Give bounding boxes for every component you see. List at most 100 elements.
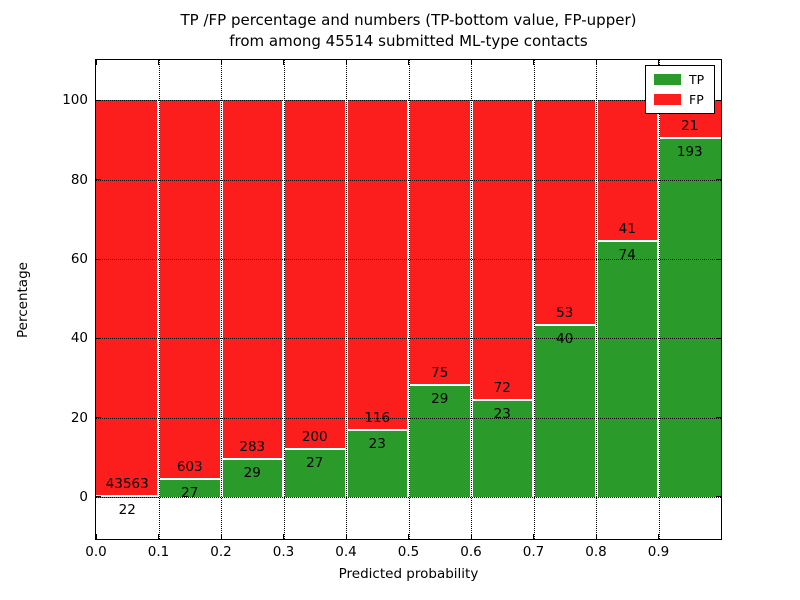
- fp-swatch-icon: [654, 94, 681, 105]
- bar-label-tp: 23: [368, 436, 386, 453]
- legend-label-fp: FP: [689, 92, 704, 107]
- bar-label-fp: 72: [493, 379, 511, 396]
- chart-title-line1: TP /FP percentage and numbers (TP-bottom…: [180, 11, 637, 29]
- bar-segment-fp: [471, 100, 534, 399]
- bar-segment-fp: [221, 100, 284, 459]
- bar-label-fp: 75: [431, 365, 449, 382]
- gridline-horizontal: [96, 179, 721, 181]
- y-tick-mark: [96, 99, 101, 101]
- gridline-horizontal: [96, 496, 721, 498]
- y-tick-label: 20: [70, 409, 88, 426]
- bar-segment-tp: [221, 460, 284, 497]
- gridline-vertical: [658, 60, 660, 539]
- bar-segment-fp: [408, 100, 471, 385]
- bar-segment-fp: [96, 100, 159, 495]
- bar-label-fp: 283: [239, 439, 266, 456]
- x-tick-mark: [158, 534, 159, 539]
- bar-label-tp: 22: [118, 501, 136, 518]
- x-tick-label: 0.4: [335, 544, 357, 560]
- y-tick-label: 60: [70, 251, 88, 268]
- x-tick-mark: [283, 534, 284, 539]
- bar-segment-tp: [158, 479, 221, 497]
- gridline-vertical: [533, 60, 535, 539]
- tp-swatch-icon: [654, 74, 681, 85]
- x-tick-mark: [408, 60, 409, 65]
- gridline-vertical: [283, 60, 285, 539]
- x-axis-label: Predicted probability: [338, 566, 479, 582]
- gridline-horizontal: [96, 338, 721, 340]
- bar-label-fp: 41: [618, 220, 636, 237]
- y-tick-mark: [716, 179, 721, 181]
- gridline-vertical: [346, 60, 347, 539]
- legend: TP FP: [645, 65, 715, 114]
- bar-label-fp: 116: [364, 410, 391, 427]
- x-tick-label: 0.1: [147, 544, 170, 560]
- y-tick-label: 40: [70, 330, 88, 347]
- y-tick-mark: [716, 258, 721, 260]
- y-tick-mark: [96, 179, 101, 181]
- x-tick-label: 0.7: [522, 544, 545, 560]
- bar-label-tp: 23: [493, 405, 511, 422]
- bar-segment-fp: [346, 100, 409, 430]
- bar-segment-fp: [283, 100, 346, 448]
- gridline-vertical: [471, 60, 472, 539]
- x-tick-mark: [408, 534, 409, 539]
- bar-label-tp: 27: [306, 454, 324, 471]
- y-tick-mark: [96, 337, 101, 339]
- bar-label-fp: 53: [556, 305, 574, 322]
- bar-label-tp: 193: [676, 144, 703, 161]
- gridline-vertical: [408, 60, 410, 539]
- bar-label-tp: 40: [556, 331, 574, 348]
- x-tick-mark: [345, 60, 347, 65]
- x-tick-label: 0.8: [585, 544, 607, 560]
- y-tick-mark: [96, 258, 101, 260]
- x-tick-mark: [533, 534, 534, 539]
- bar-segment-tp: [596, 241, 659, 497]
- legend-label-tp: TP: [689, 72, 705, 87]
- x-tick-label: 0.0: [85, 544, 107, 560]
- bar-label-fp: 21: [681, 118, 699, 135]
- plot-area: 43563 22 603 27 283 29 200 27 116 23 75 29 72 23 53 40 4…: [96, 60, 721, 539]
- x-tick-mark: [720, 534, 722, 539]
- gridline-horizontal: [96, 259, 721, 261]
- bar-segment-tp: [533, 326, 596, 497]
- x-tick-mark: [283, 60, 284, 65]
- x-tick-mark: [658, 534, 659, 539]
- y-tick-mark: [716, 417, 721, 419]
- x-tick-label: 0.6: [460, 544, 482, 560]
- x-tick-mark: [595, 60, 597, 65]
- y-tick-label: 80: [70, 171, 88, 188]
- x-tick-mark: [533, 60, 534, 65]
- y-tick-mark: [96, 496, 101, 498]
- x-tick-mark: [470, 534, 472, 539]
- gridline-vertical: [596, 60, 597, 539]
- bar-label-tp: 74: [618, 246, 636, 263]
- x-tick-mark: [470, 60, 472, 65]
- bar-segment-tp: [658, 139, 721, 497]
- bar-segment-tp: [346, 431, 409, 497]
- bar-segment-fp: [596, 100, 659, 240]
- legend-item-fp: FP: [646, 92, 714, 107]
- chart-title: TP /FP percentage and numbers (TP-bottom…: [96, 10, 721, 52]
- x-tick-label: 0.3: [272, 544, 295, 560]
- y-tick-mark: [96, 417, 101, 419]
- bar-label-tp: 29: [431, 391, 449, 408]
- x-tick-label: 0.5: [397, 544, 420, 560]
- bar-label-tp: 29: [243, 465, 261, 482]
- y-tick-mark: [716, 337, 721, 339]
- gridline-vertical: [221, 60, 222, 539]
- x-tick-mark: [95, 60, 97, 65]
- x-tick-mark: [345, 534, 347, 539]
- gridline-horizontal: [96, 417, 721, 419]
- gridline-horizontal: [96, 100, 721, 102]
- chart-title-line2: from among 45514 submitted ML-type conta…: [229, 32, 588, 50]
- bar-segment-fp: [533, 100, 596, 325]
- bar-segment-fp: [158, 100, 221, 478]
- legend-item-tp: TP: [646, 72, 714, 87]
- gridline-vertical: [158, 60, 160, 539]
- bar-label-fp: 603: [176, 458, 203, 475]
- y-axis-label: Percentage: [15, 262, 31, 338]
- x-tick-mark: [220, 60, 222, 65]
- bar-segment-tp: [471, 400, 534, 497]
